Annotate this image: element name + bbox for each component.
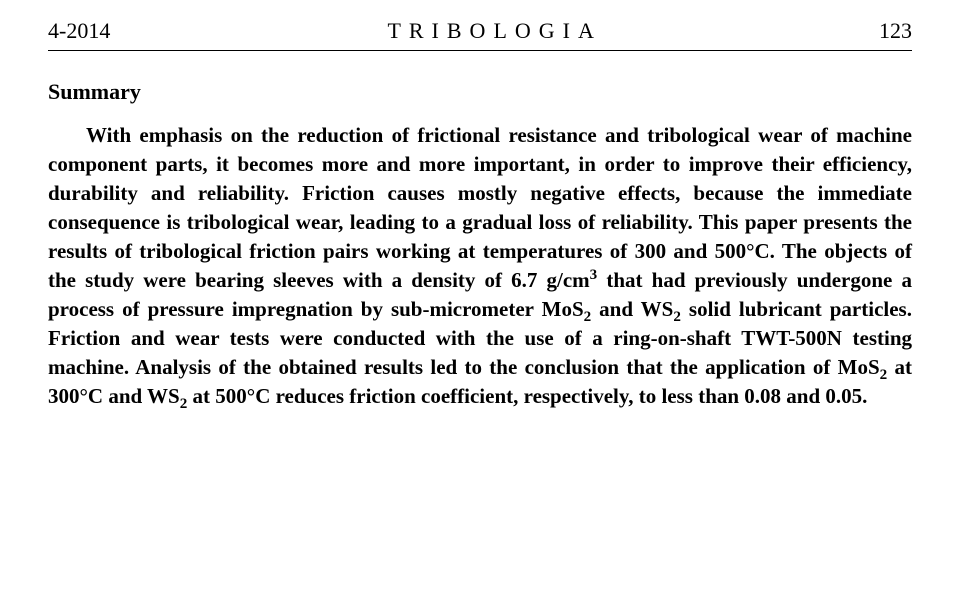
summary-body: With emphasis on the reduction of fricti… [48,121,912,411]
page-header: 4-2014 TRIBOLOGIA 123 [48,18,912,51]
summary-heading: Summary [48,79,912,105]
page: 4-2014 TRIBOLOGIA 123 Summary With empha… [0,0,960,411]
header-issue: 4-2014 [48,18,110,44]
header-journal-title: TRIBOLOGIA [387,18,601,44]
header-page-number: 123 [879,18,912,44]
